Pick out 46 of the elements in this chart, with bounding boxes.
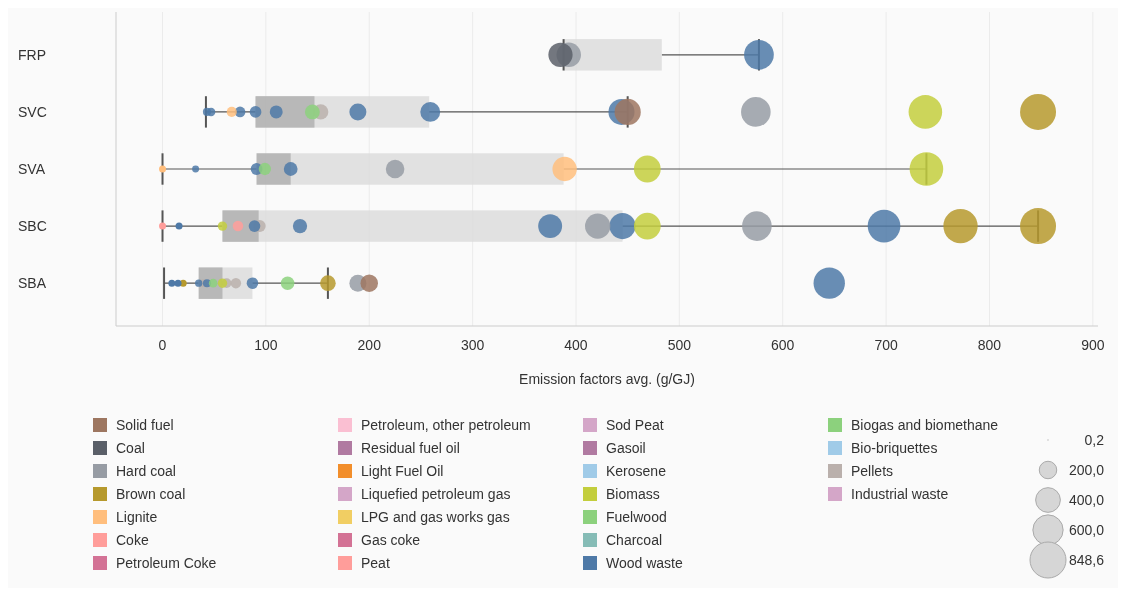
x-tick-label: 600	[771, 337, 795, 353]
legend-label: Biomass	[606, 485, 660, 502]
legend-label: Gas coke	[361, 531, 421, 548]
x-tick-label: 300	[460, 337, 485, 353]
y-tick-label: SBA	[18, 275, 47, 292]
legend-label: Kerosene	[606, 462, 667, 479]
legend-label: Sod Peat	[606, 416, 664, 433]
legend-label: Brown coal	[116, 485, 186, 502]
x-tick-label: 100	[254, 337, 278, 353]
legend-label: Wood waste	[606, 554, 683, 571]
legend-label: Gasoil	[606, 439, 646, 456]
legend-label: 600,0	[1068, 521, 1105, 538]
x-tick-label: 0	[158, 337, 167, 353]
x-axis-title: Emission factors avg. (g/GJ)	[519, 371, 695, 387]
legend-label: LPG and gas works gas	[361, 508, 510, 525]
legend-label: Charcoal	[606, 531, 663, 548]
legend-label: Lignite	[116, 508, 158, 525]
y-tick-label: SVA	[18, 160, 46, 177]
legend-label: 848,6	[1068, 551, 1105, 568]
legend-label: 400,0	[1068, 491, 1105, 508]
legend-label: Residual fuel oil	[361, 439, 460, 456]
x-tick-label: 700	[874, 337, 898, 353]
legend-label: Petroleum, other petroleum	[361, 416, 531, 433]
legend-label: Coal	[116, 439, 145, 456]
legend-label: Biogas and biomethane	[851, 416, 999, 433]
legend-label: Petroleum Coke	[116, 554, 217, 571]
legend-label: Industrial waste	[851, 485, 949, 502]
y-tick-label: SVC	[18, 103, 47, 120]
legend-label: Liquefied petroleum gas	[361, 485, 511, 502]
legend-label: Coke	[116, 531, 149, 548]
legend-label: 0,2	[1084, 431, 1105, 448]
legend-label: Fuelwood	[606, 508, 667, 525]
x-tick-label: 800	[977, 337, 1002, 353]
x-tick-label: 500	[667, 337, 692, 353]
y-tick-label: FRP	[18, 46, 46, 63]
legend-label: Hard coal	[116, 462, 176, 479]
x-tick-label: 400	[564, 337, 588, 353]
legend-label: 200,0	[1068, 461, 1105, 478]
legend-label: Light Fuel Oil	[361, 462, 444, 479]
legend-label: Solid fuel	[116, 416, 174, 433]
y-tick-label: SBC	[18, 217, 47, 234]
x-tick-label: 900	[1081, 337, 1105, 353]
x-tick-label: 200	[357, 337, 382, 353]
legend-label: Bio-briquettes	[851, 439, 938, 456]
legend-label: Peat	[361, 554, 390, 571]
legend-label: Pellets	[851, 462, 894, 479]
